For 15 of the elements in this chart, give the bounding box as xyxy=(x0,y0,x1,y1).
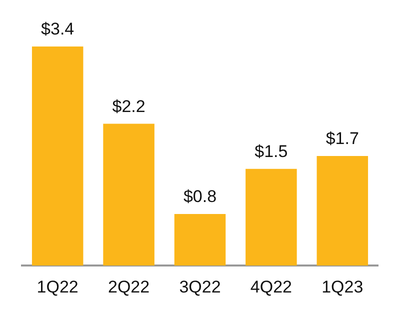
data-label: $3.4 xyxy=(41,20,74,39)
data-label: $1.7 xyxy=(326,129,359,148)
x-tick-label: 2Q22 xyxy=(108,277,150,296)
x-tick-label: 1Q22 xyxy=(36,277,78,296)
x-tick-label: 1Q23 xyxy=(322,277,364,296)
bar xyxy=(316,156,368,266)
bar xyxy=(246,168,297,266)
bar xyxy=(32,46,84,266)
x-tick-label: 3Q22 xyxy=(179,277,221,296)
x-tick-label: 4Q22 xyxy=(250,277,292,296)
bar xyxy=(174,214,226,266)
data-label: $1.5 xyxy=(254,142,288,162)
data-label: $2.2 xyxy=(112,96,146,116)
bar xyxy=(103,124,154,266)
data-label: $0.8 xyxy=(183,187,217,206)
